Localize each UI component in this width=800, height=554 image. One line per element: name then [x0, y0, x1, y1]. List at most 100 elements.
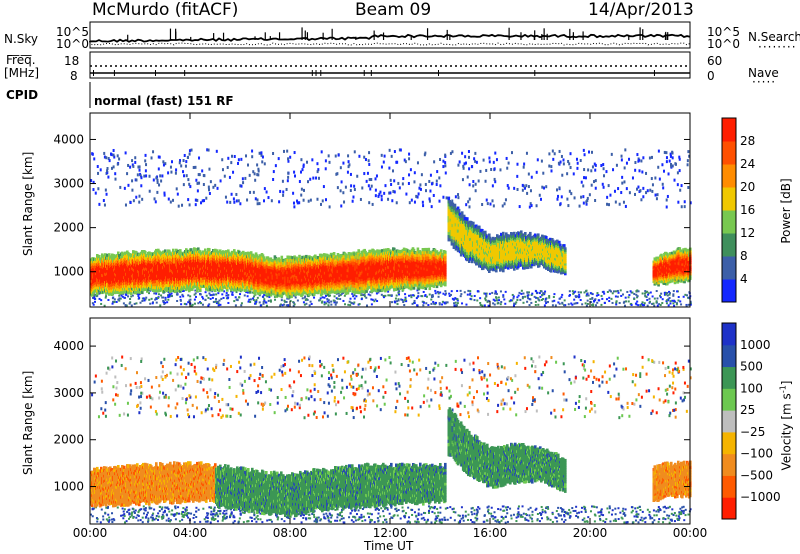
ground-echo	[255, 300, 258, 303]
scatter-echo	[300, 193, 303, 197]
scatter-echo	[182, 159, 185, 163]
scatter-echo	[518, 205, 521, 209]
echo-cell	[98, 254, 101, 258]
scatter-echo	[208, 191, 211, 195]
ground-echo	[672, 294, 675, 297]
ground-echo	[197, 302, 200, 305]
scatter-echo	[503, 202, 506, 206]
ground-echo	[583, 291, 586, 294]
scatter-echo	[415, 194, 418, 198]
scatter-echo	[479, 169, 482, 173]
ground-echo	[612, 290, 615, 293]
scatter-echo	[661, 182, 664, 186]
scatter-echo	[107, 157, 110, 161]
ground-echo	[677, 296, 680, 299]
ground-echo	[573, 298, 576, 301]
ground-echo	[397, 299, 400, 302]
ground-echo	[223, 290, 226, 293]
ground-echo	[164, 298, 167, 301]
ground-echo	[220, 297, 223, 300]
scatter-echo	[585, 202, 588, 206]
ground-echo	[468, 293, 471, 296]
ground-echo	[92, 303, 95, 306]
scatter-echo	[298, 201, 301, 205]
ground-echo	[647, 293, 650, 296]
ground-echo	[265, 304, 268, 307]
ground-echo	[561, 293, 564, 296]
scatter-echo	[260, 151, 263, 155]
ground-echo	[421, 295, 424, 298]
ground-echo	[454, 297, 457, 300]
echo-cell	[190, 248, 193, 252]
ground-echo	[511, 293, 514, 296]
scatter-echo	[625, 161, 628, 165]
scatter-echo	[263, 187, 266, 191]
scatter-echo	[561, 173, 564, 177]
scatter-echo	[221, 158, 224, 162]
scatter-echo	[358, 154, 361, 158]
ground-echo	[349, 304, 352, 307]
ground-echo	[247, 300, 250, 303]
ground-echo	[348, 300, 351, 303]
ground-echo	[641, 301, 644, 304]
ground-echo	[142, 297, 145, 300]
scatter-echo	[538, 193, 541, 197]
ground-echo	[666, 294, 669, 297]
scatter-echo	[458, 160, 461, 164]
scatter-echo	[163, 193, 166, 197]
scatter-echo	[617, 187, 620, 191]
scatter-echo	[258, 202, 261, 206]
scatter-echo	[145, 174, 148, 178]
scatter-echo	[569, 152, 572, 156]
ground-echo	[659, 296, 662, 299]
noise-panel-frame	[89, 21, 691, 49]
ground-echo	[264, 301, 267, 304]
ground-echo	[575, 302, 578, 305]
ground-echo	[672, 290, 675, 293]
scatter-echo	[562, 158, 565, 162]
ground-echo	[411, 302, 414, 305]
ground-echo	[469, 292, 472, 295]
ground-echo	[336, 297, 339, 300]
ground-echo	[430, 296, 433, 299]
ground-echo	[138, 297, 141, 300]
echo-cell	[226, 288, 229, 292]
echo-cell	[211, 288, 214, 292]
scatter-echo	[671, 164, 674, 168]
scatter-echo	[601, 182, 604, 186]
scatter-echo	[646, 189, 649, 193]
ground-echo	[246, 295, 249, 298]
echo-cell	[117, 251, 120, 255]
echo-cell	[132, 250, 135, 254]
scatter-echo	[344, 185, 347, 189]
scatter-echo	[158, 155, 161, 159]
nsearch-tick-bottom: 10^0	[707, 37, 740, 51]
scatter-echo	[424, 189, 427, 193]
ground-echo	[688, 291, 691, 294]
scatter-echo	[551, 149, 554, 153]
ground-echo	[157, 293, 160, 296]
ground-echo	[180, 303, 183, 306]
scatter-echo	[139, 174, 142, 178]
scatter-echo	[139, 172, 142, 176]
echo-cell	[233, 288, 236, 292]
scatter-echo	[650, 155, 653, 159]
scatter-echo	[510, 151, 513, 155]
scatter-echo	[588, 193, 591, 197]
scatter-echo	[638, 169, 641, 173]
ground-echo	[652, 302, 655, 305]
scatter-echo	[649, 188, 652, 192]
ground-echo	[628, 294, 631, 297]
scatter-echo	[669, 154, 672, 158]
ground-echo	[456, 299, 459, 302]
scatter-echo	[170, 160, 173, 164]
scatter-echo	[152, 150, 155, 154]
echo-cell	[159, 288, 162, 292]
scatter-echo	[557, 194, 560, 198]
scatter-echo	[417, 192, 420, 196]
echo-cell	[123, 290, 126, 294]
ground-echo	[668, 292, 671, 295]
ground-echo	[538, 292, 541, 295]
ground-echo	[133, 302, 136, 305]
ground-echo	[424, 294, 427, 297]
